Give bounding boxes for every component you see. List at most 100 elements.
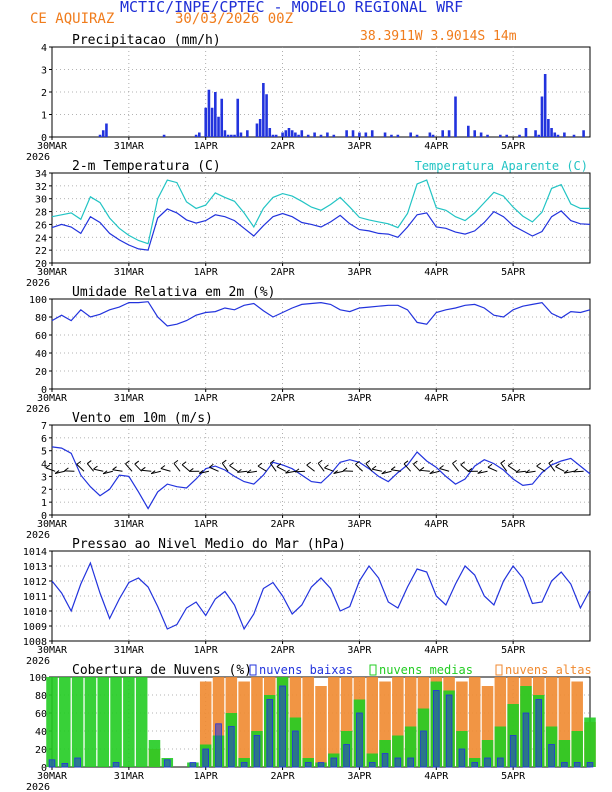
precip-bar [537, 134, 541, 137]
precip-bar [383, 132, 387, 137]
wind-arrow-head [112, 466, 117, 471]
temp-title: 2-m Temperatura (C) [72, 159, 221, 174]
wind-arrow [381, 470, 392, 475]
wind-arrow-head [134, 460, 140, 465]
precip-ytick-label: 3 [41, 66, 47, 77]
wind-arrow-head [294, 468, 300, 473]
cloud-bar-low [381, 753, 389, 768]
cloud-bar-low [407, 757, 414, 768]
cloud-bar-high [251, 677, 263, 767]
temp-ytick-label: 22 [35, 246, 47, 257]
wind-arrow [151, 470, 162, 475]
cloud-bar-low [164, 759, 171, 768]
pres-ytick-label: 1013 [23, 562, 47, 573]
precip-bar [101, 130, 105, 137]
precip-bar [572, 134, 576, 137]
wind-arrow [76, 464, 85, 472]
cloud-bar-high [456, 681, 468, 767]
wind-arrow [54, 470, 65, 475]
wind-arrow [419, 469, 430, 472]
precip-panel: 0 1 2 3 4 30MAR 31MAR 1APR 2APR 3APR 4APR 5APR 2026 P… [26, 33, 591, 163]
wind-xtick-label: 5APR [501, 519, 526, 530]
wind-arrow-head [371, 465, 377, 470]
precip-bar [415, 134, 419, 137]
pres-xtick-label: 3APR [347, 645, 372, 656]
precip-bar [479, 132, 483, 137]
precip-bar [370, 130, 374, 137]
precip-bar [287, 128, 291, 137]
cloud-bar-high [494, 677, 507, 767]
precip-bar [223, 130, 227, 137]
precip-bar [217, 116, 220, 137]
cloud-bar-high [571, 681, 583, 767]
wind-title: Vento em 10m (m/s) [72, 411, 213, 426]
precip-bar [543, 74, 547, 137]
wind-arrow-head [141, 466, 146, 471]
precip-bar [486, 134, 489, 137]
cloud-bar-high [545, 677, 558, 767]
wind-arrow-head [45, 464, 51, 469]
wind-arrow-head [221, 459, 227, 464]
cloud-bar-high [315, 686, 327, 767]
precip-title: Precipitacao (mm/h) [72, 33, 221, 48]
cloud-title: Cobertura de Nuvens (%) [72, 663, 252, 678]
cloud-bar-high [212, 677, 225, 767]
wind-arrow-head [487, 463, 493, 468]
wind-arrow [403, 463, 412, 472]
cloud-bar-mid [558, 740, 571, 767]
cloud-xtick-label: 30MAR [37, 771, 68, 782]
pres-xtick-label: 30MAR [37, 645, 68, 656]
precip-bar [207, 89, 211, 137]
pres-ytick-label: 1009 [23, 622, 47, 633]
wind-arrow [355, 464, 363, 472]
temp-ytick-label: 34 [35, 169, 47, 180]
wind-ytick-label: 3 [41, 472, 47, 483]
wind-arrow [536, 465, 546, 472]
station-name: CE AQUIRAZ [30, 11, 115, 27]
wind-xtick-label: 2APR [271, 519, 296, 530]
rh-ytick-label: 80 [35, 313, 47, 324]
cloud-bar-low [561, 762, 568, 768]
rh-title: Umidade Relativa em 2m (%) [72, 285, 276, 300]
cloud-bar-mid [110, 677, 122, 767]
rh-ytick-label: 100 [29, 295, 47, 306]
wind-arrow [229, 465, 239, 472]
precip-bar [396, 134, 400, 137]
precip-bar [313, 132, 316, 137]
precip-bar [236, 98, 240, 137]
temp-ytick-label: 28 [35, 208, 47, 219]
precip-bar [274, 134, 278, 137]
precip-ytick-label: 2 [41, 88, 47, 99]
precip-bar [306, 134, 310, 137]
rh-ytick-label: 40 [35, 349, 47, 360]
wind-arrow-head [525, 469, 530, 474]
wind-ytick-label: 2 [41, 485, 47, 496]
wind-arrow [86, 463, 95, 472]
pres-panel: 1008 1009 1010 1011 1012 1013 1014 30MAR 31MAR 1A… [23, 537, 591, 667]
wind-frame [51, 424, 591, 516]
precip-bar [265, 94, 268, 137]
cloud-bar-low [317, 762, 325, 768]
wind-arrow [460, 464, 469, 472]
pres-ytick-label: 1010 [23, 607, 47, 618]
precip-bar [239, 132, 243, 137]
cloud-bar-low [420, 730, 427, 768]
wind-arrow [555, 466, 565, 472]
precip-bar [563, 132, 566, 137]
rh-ytick-label: 0 [41, 385, 47, 396]
cloud-bar-low [330, 757, 338, 768]
wind-arrow-head [160, 465, 166, 469]
wind-arrow [45, 467, 56, 472]
wind-arrow [564, 470, 575, 474]
cloud-bar-low [548, 744, 555, 768]
precip-bar [582, 130, 585, 137]
cloud-bar-mid [59, 677, 71, 767]
cloud-bar-low [202, 748, 209, 768]
cloud-bar-low [74, 757, 81, 768]
wind-arrow-head [413, 460, 418, 465]
rh-xtick-label: 1APR [194, 393, 219, 404]
precip-bar [364, 132, 368, 137]
precip-bar [162, 134, 166, 137]
cloud-bar-low [433, 690, 440, 768]
